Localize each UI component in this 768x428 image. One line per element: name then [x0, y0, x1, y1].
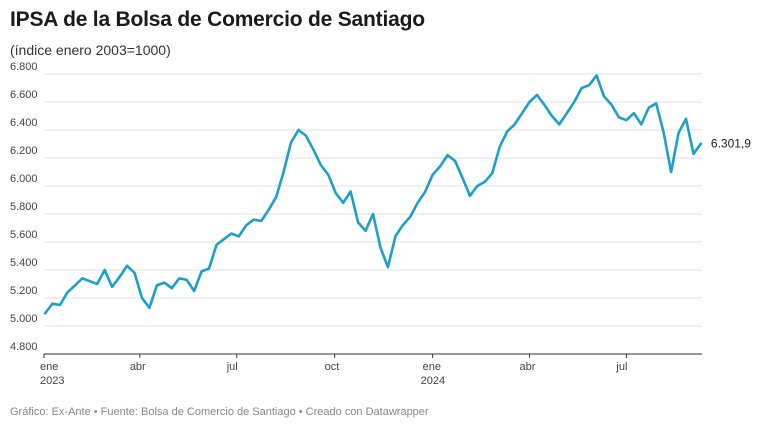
x-tick-label: abr	[130, 361, 146, 373]
y-tick-label: 6.800	[10, 61, 38, 73]
x-tick-label: abr	[520, 361, 536, 373]
x-tick-label: ene	[423, 361, 441, 373]
chart-title: IPSA de la Bolsa de Comercio de Santiago	[10, 8, 425, 31]
y-tick-label: 6.000	[10, 173, 38, 185]
chart-footer: Gráfico: Ex-Ante • Fuente: Bolsa de Come…	[10, 406, 429, 418]
x-tick-label: ene	[40, 361, 58, 373]
y-tick-label: 6.200	[10, 145, 38, 157]
y-tick-label: 5.400	[10, 257, 38, 269]
y-tick-label: 6.400	[10, 117, 38, 129]
y-tick-label: 5.800	[10, 201, 38, 213]
y-tick-label: 5.600	[10, 229, 38, 241]
x-tick-label: jul	[615, 361, 627, 373]
y-tick-label: 5.000	[10, 313, 38, 325]
x-tick-label: oct	[325, 361, 340, 373]
x-tick-year-label: 2024	[421, 375, 445, 387]
x-tick-label: jul	[226, 361, 238, 373]
end-value-label: 6.301,9	[711, 137, 751, 151]
chart-subtitle: (índice enero 2003=1000)	[10, 42, 171, 58]
x-tick-year-label: 2023	[40, 375, 64, 387]
ipsa-series-line	[43, 74, 703, 315]
y-tick-label: 4.800	[10, 341, 38, 353]
y-tick-label: 5.200	[10, 285, 38, 297]
y-tick-label: 6.600	[10, 89, 38, 101]
